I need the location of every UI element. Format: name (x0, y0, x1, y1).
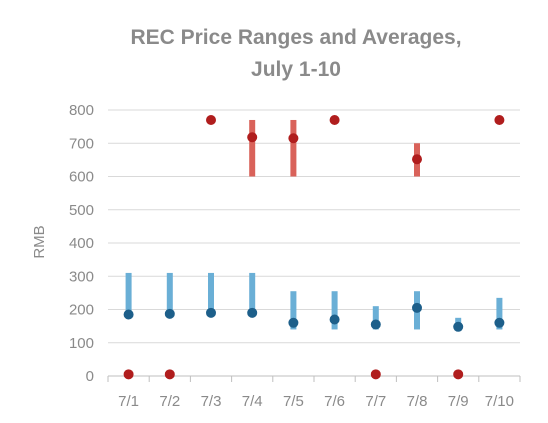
average-dot-series-1 (206, 307, 216, 318)
y-tick-label: 0 (86, 368, 94, 385)
average-dot-series-2 (206, 114, 216, 125)
bars-layer (125, 119, 503, 330)
y-tick-label: 200 (69, 302, 94, 319)
range-bar-series-1 (125, 272, 132, 315)
x-tick-label: 7/4 (242, 393, 263, 410)
average-dot-series-1 (288, 317, 299, 328)
x-tick-label: 7/2 (159, 393, 180, 410)
y-tick-label: 300 (69, 268, 94, 285)
average-dot-series-1 (329, 314, 340, 325)
range-bar-series-1 (166, 272, 173, 315)
average-dot-series-1 (164, 308, 175, 319)
y-tick-label: 800 (69, 102, 94, 119)
average-dot-series-1 (494, 317, 505, 328)
grid-layer (107, 109, 521, 382)
x-tick-label: 7/6 (324, 393, 345, 410)
dots-layer (123, 114, 505, 380)
x-tick-label: 7/3 (201, 393, 222, 410)
y-tick-label: 100 (69, 335, 94, 352)
chart-title-line-2: July 1-10 (251, 58, 341, 81)
y-tick-label: 400 (69, 235, 94, 252)
average-dot-series-2 (453, 369, 464, 380)
average-dot-series-1 (412, 302, 422, 313)
average-dot-series-1 (247, 307, 258, 318)
chart-title-line-1: REC Price Ranges and Averages, (130, 26, 461, 49)
average-dot-series-2 (370, 369, 381, 380)
range-bar-series-1 (331, 291, 338, 330)
y-axis-label: RMB (31, 225, 48, 258)
average-dot-series-1 (370, 319, 381, 330)
y-tick-label: 500 (69, 202, 94, 219)
range-bar-series-1 (249, 272, 256, 315)
y-tick-label: 600 (69, 169, 94, 186)
average-dot-series-2 (329, 114, 340, 125)
range-bar-series-1 (290, 291, 297, 330)
average-dot-series-1 (123, 309, 134, 320)
average-dot-series-2 (247, 132, 258, 143)
average-dot-series-1 (453, 321, 464, 332)
range-bar-series-1 (496, 297, 503, 330)
range-bar-series-1 (372, 306, 379, 330)
average-dot-series-2 (412, 154, 422, 165)
y-tick-label: 700 (69, 135, 94, 152)
ticks-layer: 0 100 200 300 400 500 600 700 800 7/1 7/2 7/3 7/4 7/5… (69, 102, 514, 410)
average-dot-series-2 (494, 114, 505, 125)
average-dot-series-2 (123, 369, 134, 380)
x-tick-label: 7/9 (448, 393, 469, 410)
x-tick-label: 7/5 (283, 393, 304, 410)
range-bar-series-2 (290, 119, 297, 177)
average-dot-series-2 (288, 133, 299, 144)
range-bar-series-1 (208, 272, 214, 315)
x-tick-label: 7/7 (365, 393, 386, 410)
average-dot-series-2 (164, 369, 175, 380)
x-tick-label: 7/8 (407, 393, 428, 410)
x-tick-label: 7/10 (485, 393, 514, 410)
x-tick-label: 7/1 (118, 393, 139, 410)
range-bar-series-2 (249, 119, 256, 177)
